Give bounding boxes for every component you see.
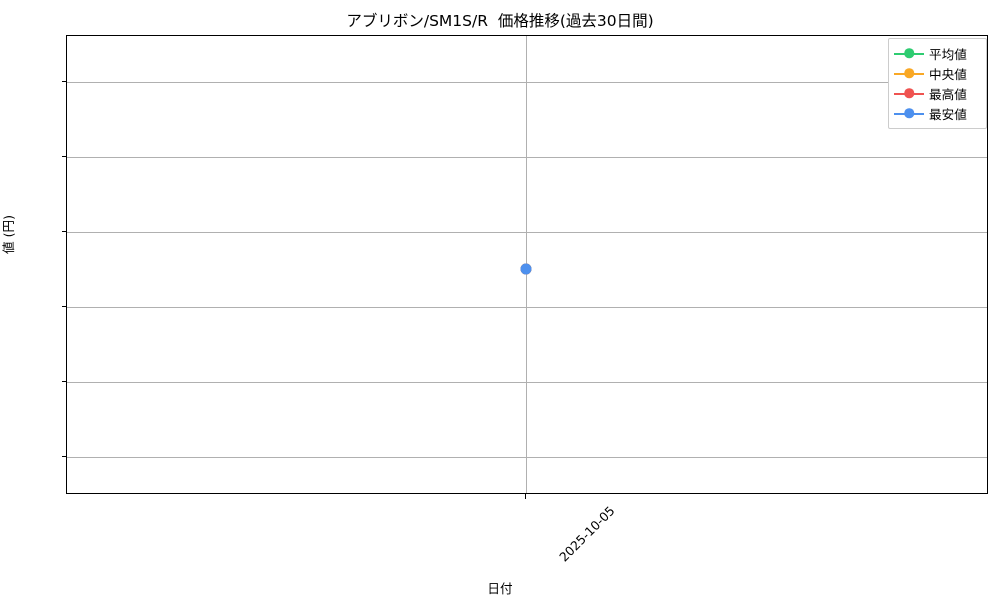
legend-label-median: 中央値 — [929, 66, 967, 82]
legend-marker-max-icon — [894, 87, 924, 99]
gridline-y-570 — [67, 157, 987, 158]
y-tick-mark-530 — [61, 456, 66, 457]
legend-marker-min-icon — [894, 107, 924, 119]
gridline-y-530 — [67, 457, 987, 458]
y-tick-mark-560 — [61, 231, 66, 232]
y-tick-mark-550 — [61, 306, 66, 307]
legend-item-min[interactable]: 最安値 — [894, 103, 981, 123]
y-axis-label: 値 (円) — [1, 214, 17, 255]
legend-item-max[interactable]: 最高値 — [894, 83, 981, 103]
gridline-y-540 — [67, 382, 987, 383]
plot-area — [66, 35, 988, 494]
legend-marker-average-icon — [894, 47, 924, 59]
legend-label-min: 最安値 — [929, 106, 967, 122]
legend-label-max: 最高値 — [929, 86, 967, 102]
y-tick-mark-570 — [61, 156, 66, 157]
chart-title: アブリボン/SM1S/R 価格推移(過去30日間) — [346, 12, 654, 30]
x-tick-label-2025-10-05: 2025-10-05 — [556, 503, 618, 565]
legend-item-median[interactable]: 中央値 — [894, 63, 981, 83]
data-point-min — [520, 263, 532, 275]
gridline-y-560 — [67, 232, 987, 233]
legend-label-average: 平均値 — [929, 46, 967, 62]
gridline-y-580 — [67, 82, 987, 83]
gridline-y-550 — [67, 307, 987, 308]
legend-marker-median-icon — [894, 67, 924, 79]
x-axis-label: 日付 — [487, 581, 513, 596]
y-axis: 580 570 560 550 540 530 — [61, 35, 988, 494]
x-tick-mark-2025-10-05 — [525, 494, 526, 499]
legend-item-average[interactable]: 平均値 — [894, 43, 981, 63]
y-tick-mark-580 — [61, 81, 66, 82]
y-tick-mark-540 — [61, 381, 66, 382]
chart-legend: 平均値 中央値 最高値 最安値 — [888, 38, 987, 129]
